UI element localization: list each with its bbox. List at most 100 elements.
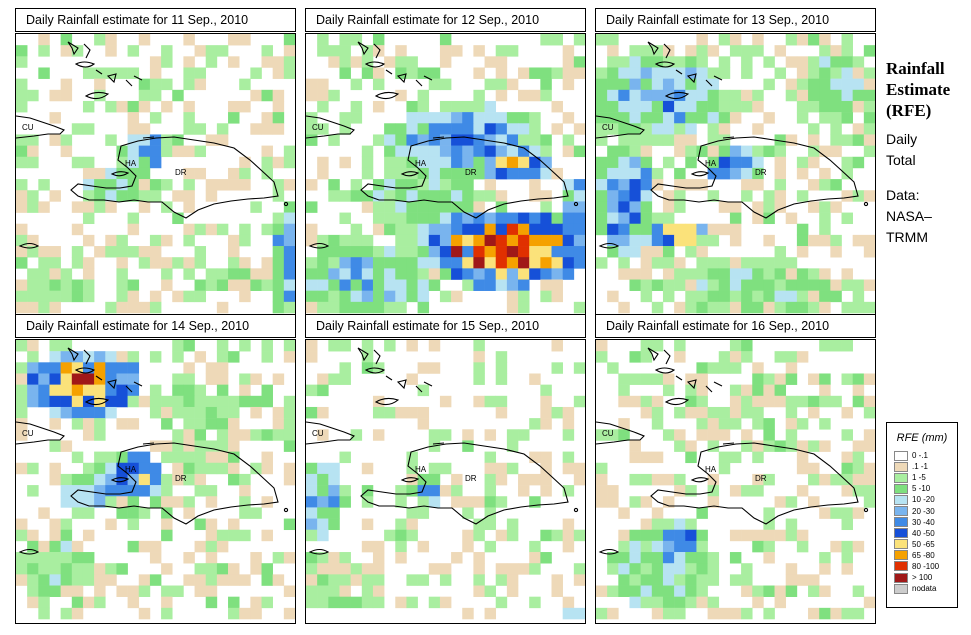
rainfall-cell	[529, 257, 541, 269]
rainfall-cell	[640, 290, 653, 303]
rainfall-cell	[774, 246, 787, 258]
rainfall-cell	[339, 190, 351, 202]
rainfall-cell	[651, 56, 664, 68]
rainfall-cell	[395, 156, 407, 169]
rainfall-cell	[82, 201, 95, 213]
rainfall-cell	[339, 596, 351, 609]
rainfall-cell	[808, 496, 820, 508]
rainfall-cell	[406, 268, 418, 280]
rainfall-cell	[60, 279, 73, 291]
rainfall-cell	[562, 145, 575, 158]
rainfall-cell	[60, 134, 73, 146]
rainfall-cell	[395, 279, 407, 291]
rainfall-cell	[763, 384, 775, 397]
rainfall-cell	[384, 340, 396, 352]
rainfall-cell	[250, 67, 262, 79]
bahamas-island	[423, 75, 433, 81]
rainfall-cell	[283, 279, 295, 291]
rainfall-cell	[16, 552, 28, 564]
rainfall-cell	[216, 540, 229, 553]
legend-label: 0 -.1	[912, 451, 929, 461]
rainfall-cell	[562, 529, 575, 542]
rainfall-cell	[718, 112, 731, 124]
rainfall-cell	[49, 384, 61, 397]
rainfall-cell	[183, 507, 195, 519]
rainfall-cell	[82, 462, 95, 475]
rainfall-cell	[127, 301, 140, 314]
rainfall-cell	[685, 518, 697, 531]
rainfall-cell	[462, 268, 474, 280]
rainfall-cell	[82, 167, 95, 180]
rainfall-cell	[127, 100, 140, 113]
rainfall-cell	[105, 201, 117, 213]
rainfall-cell	[82, 563, 95, 575]
rainfall-cell	[149, 485, 162, 497]
rainfall-cell	[707, 134, 720, 146]
rainfall-cell	[71, 362, 84, 374]
rainfall-cell	[161, 234, 173, 247]
rainfall-cell	[149, 462, 162, 475]
rainfall-cell	[339, 257, 351, 269]
rainfall-cell	[350, 112, 363, 124]
rainfall-cell	[674, 234, 686, 247]
rainfall-cell	[473, 351, 485, 363]
dominican-republic-label: DR	[465, 168, 477, 177]
rainfall-cell	[283, 607, 295, 620]
rainfall-cell	[551, 257, 563, 269]
rainfall-cell	[696, 45, 708, 57]
rainfall-cell	[473, 563, 485, 575]
rainfall-cell	[651, 78, 664, 91]
rainfall-cell	[830, 507, 842, 519]
rainfall-cell	[774, 257, 787, 269]
rainfall-cell	[138, 462, 151, 475]
rainfall-cell	[529, 123, 541, 135]
rainfall-cell	[785, 268, 798, 280]
rainfall-cell	[60, 78, 73, 91]
rainfall-cell	[662, 234, 675, 247]
legend-item: 10 -20	[887, 494, 957, 505]
rainfall-cell	[49, 518, 61, 531]
rainfall-cell	[406, 112, 418, 124]
cuba-coastline	[596, 421, 645, 445]
rainfall-cell	[451, 123, 463, 135]
rainfall-cell	[250, 607, 262, 620]
rainfall-cell	[774, 145, 787, 158]
rainfall-cell	[484, 451, 497, 464]
rainfall-cell	[674, 340, 686, 352]
cuba-coastline	[306, 421, 355, 445]
rainfall-cell	[361, 279, 374, 291]
rainfall-cell	[841, 212, 853, 225]
rainfall-cell	[752, 123, 764, 135]
rainfall-cell	[573, 563, 585, 575]
rainfall-cell	[205, 518, 218, 531]
rainfall-cell	[82, 67, 95, 79]
rainfall-cell	[562, 179, 575, 191]
rainfall-cell	[506, 529, 519, 542]
rainfall-cell	[651, 552, 664, 564]
rainfall-cell	[629, 67, 641, 79]
rainfall-cell	[674, 179, 686, 191]
rainfall-cell	[27, 290, 39, 303]
rainfall-cell	[194, 123, 207, 135]
rainfall-cell	[551, 123, 563, 135]
rainfall-cell	[272, 574, 285, 586]
rainfall-cell	[562, 596, 575, 609]
rainfall-cell	[752, 596, 764, 609]
rainfall-cell	[495, 123, 508, 135]
legend-item: .1 -1	[887, 461, 957, 472]
rainfall-cell	[16, 418, 28, 430]
rainfall-cell	[384, 123, 396, 135]
rainfall-cell	[261, 156, 273, 169]
cuba-label: CU	[602, 429, 614, 438]
rainfall-cell	[651, 212, 664, 225]
legend-swatch	[894, 483, 908, 494]
rainfall-cell	[261, 395, 273, 408]
rainfall-cell	[183, 574, 195, 586]
rainfall-cell	[462, 123, 474, 135]
rainfall-cell	[495, 373, 508, 385]
rainfall-cell	[540, 156, 552, 169]
rainfall-cell	[685, 596, 697, 609]
rainfall-cell	[183, 67, 195, 79]
rainfall-cell	[551, 290, 563, 303]
rainfall-cell	[618, 246, 630, 258]
